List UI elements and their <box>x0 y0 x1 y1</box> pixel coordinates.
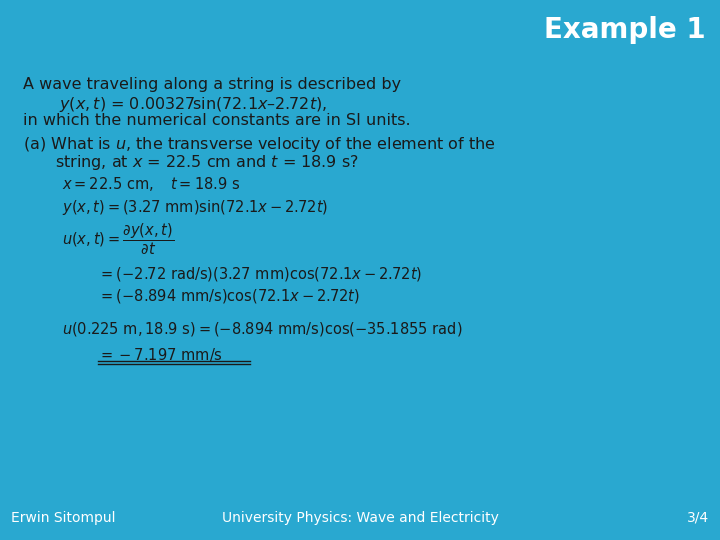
Text: $y(x,t)$ = 0.00327$\!\sin(72.1x$–2.72$t),$: $y(x,t)$ = 0.00327$\!\sin(72.1x$–2.72$t)… <box>59 95 327 114</box>
Text: in which the numerical constants are in SI units.: in which the numerical constants are in … <box>24 113 411 128</box>
Text: $y(x, t) = (3.27\ \mathrm{mm})\sin(72.1x - 2.72t)$: $y(x, t) = (3.27\ \mathrm{mm})\sin(72.1x… <box>63 198 328 217</box>
Text: $u(0.225\ \mathrm{m}, 18.9\ \mathrm{s}) = (-8.894\ \mathrm{mm/s})\cos(-35.1855\ : $u(0.225\ \mathrm{m}, 18.9\ \mathrm{s}) … <box>63 320 463 338</box>
Text: $x = 22.5\ \mathrm{cm},\quad t = 18.9\ \mathrm{s}$: $x = 22.5\ \mathrm{cm},\quad t = 18.9\ \… <box>63 175 240 193</box>
Text: $= (-8.894\ \mathrm{mm/s})\cos(72.1x - 2.72t)$: $= (-8.894\ \mathrm{mm/s})\cos(72.1x - 2… <box>98 287 360 305</box>
Text: University Physics: Wave and Electricity: University Physics: Wave and Electricity <box>222 511 498 524</box>
Text: A wave traveling along a string is described by: A wave traveling along a string is descr… <box>24 77 402 92</box>
Text: $= (-2.72\ \mathrm{rad/s})(3.27\ \mathrm{mm})\cos(72.1x - 2.72t)$: $= (-2.72\ \mathrm{rad/s})(3.27\ \mathrm… <box>98 265 422 283</box>
Text: $= -7.197\ \mathrm{mm/s}$: $= -7.197\ \mathrm{mm/s}$ <box>98 346 222 363</box>
Text: (a) What is $u$, the transverse velocity of the element of the: (a) What is $u$, the transverse velocity… <box>24 135 496 154</box>
Text: Example 1: Example 1 <box>544 16 706 44</box>
Text: string, at $x$ = 22.5 cm and $t$ = 18.9 s?: string, at $x$ = 22.5 cm and $t$ = 18.9 … <box>55 153 359 172</box>
Text: Erwin Sitompul: Erwin Sitompul <box>11 511 115 524</box>
Text: $u(x, t) = \dfrac{\partial y(x,t)}{\partial t}$: $u(x, t) = \dfrac{\partial y(x,t)}{\part… <box>63 221 174 256</box>
Text: 3/4: 3/4 <box>687 511 709 524</box>
